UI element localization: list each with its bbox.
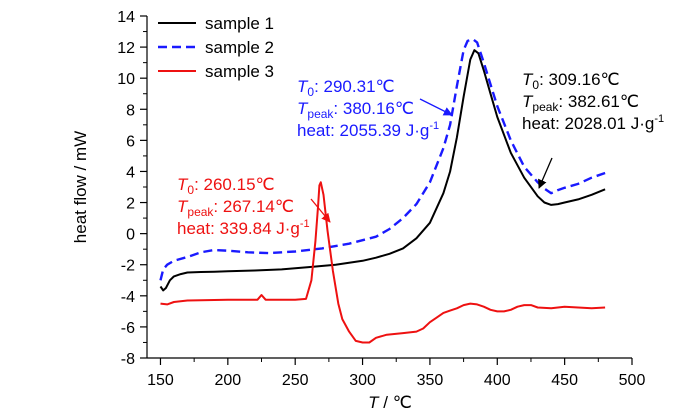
x-tick-label: 500 xyxy=(619,372,646,389)
x-tick-label: 150 xyxy=(147,372,174,389)
x-tick-label: 250 xyxy=(282,372,309,389)
y-tick-label: -8 xyxy=(121,351,135,368)
y-tick-label: -6 xyxy=(121,320,135,337)
y-tick-label: 4 xyxy=(126,164,135,181)
legend-label-3: sample 3 xyxy=(205,62,274,81)
annotation-sample3-line-1: T0: 260.15℃ xyxy=(177,175,275,197)
x-tick-label: 200 xyxy=(214,372,241,389)
annotation-sample1-line-3: heat: 2028.01 J·g-1 xyxy=(522,113,664,133)
legend-label-2: sample 2 xyxy=(205,38,274,57)
annotation-sample2-line-2: Tpeak: 380.16℃ xyxy=(297,99,414,121)
y-tick-label: 14 xyxy=(117,9,135,26)
y-tick-label: 12 xyxy=(117,40,135,57)
annotation-sample3-line-2: Tpeak: 267.14℃ xyxy=(177,197,294,219)
y-tick-label: 10 xyxy=(117,71,135,88)
series-line-3 xyxy=(160,181,606,344)
x-tick-label: 350 xyxy=(417,372,444,389)
y-tick-label: 6 xyxy=(126,133,135,150)
plot-area xyxy=(159,38,606,344)
annotation-sample1-line-2: Tpeak: 382.61℃ xyxy=(522,92,639,114)
y-tick-label: 0 xyxy=(126,227,135,244)
annotation-sample2-line-3: heat: 2055.39 J·g-1 xyxy=(297,120,439,140)
x-tick-label: 450 xyxy=(551,372,578,389)
annotation-sample3-line-3: heat: 339.84 J·g-1 xyxy=(177,218,310,238)
arrow-sample2 xyxy=(419,98,453,116)
legend-label-1: sample 1 xyxy=(205,14,274,33)
axes: 150 200 250 300 350 400 450 500 -8 -6 -4 -2 0 2 4 6 8 10 1… xyxy=(71,9,645,412)
y-tick-label: -4 xyxy=(121,289,135,306)
x-tick-label: 400 xyxy=(484,372,511,389)
legend: sample 1 sample 2 sample 3 xyxy=(158,14,274,81)
arrow-sample1 xyxy=(538,157,553,189)
x-tick-label: 300 xyxy=(349,372,376,389)
annotation-sample2-line-1: T0: 290.31℃ xyxy=(297,77,395,99)
y-tick-label: 8 xyxy=(126,102,135,119)
y-tick-label: 2 xyxy=(126,196,135,213)
y-axis-title: heat flow / mW xyxy=(71,131,90,243)
x-axis-title: T / ℃ xyxy=(368,393,412,412)
series-line-1 xyxy=(159,49,606,292)
annotation-sample1-line-1: T0: 309.16℃ xyxy=(522,70,620,92)
series-line-2 xyxy=(159,38,606,281)
arrow-sample3 xyxy=(310,198,331,223)
y-tick-label: -2 xyxy=(121,258,135,275)
